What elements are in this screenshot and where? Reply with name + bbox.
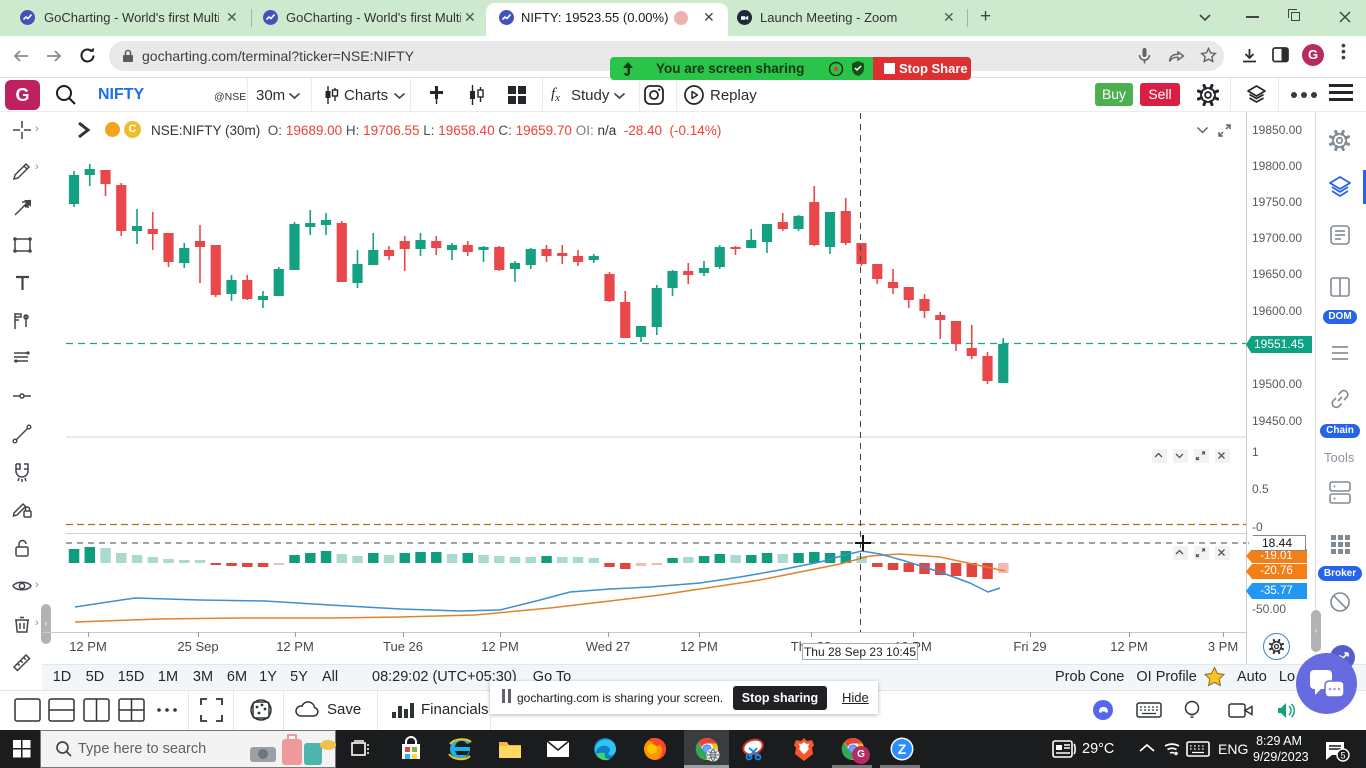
svg-text:Z: Z bbox=[898, 741, 907, 757]
svg-text:5: 5 bbox=[1340, 751, 1345, 761]
